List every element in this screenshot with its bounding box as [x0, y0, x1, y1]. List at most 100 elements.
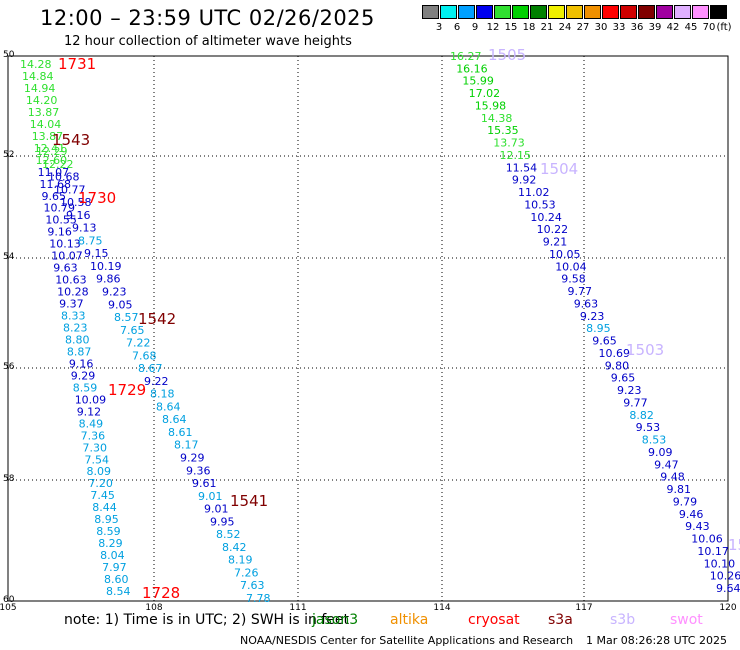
wave-height-value: 11.54: [506, 161, 538, 174]
wave-height-value: 12.15: [500, 149, 532, 162]
pass-time-label: 1729: [108, 381, 146, 399]
legend-swot: swot: [670, 612, 703, 628]
wave-height-value: 8.82: [629, 409, 654, 422]
wave-height-value: 7.65: [120, 324, 145, 337]
wave-height-value: 8.67: [138, 362, 163, 375]
pass-time-label: 1504: [540, 160, 578, 178]
wave-height-value: 9.01: [198, 490, 223, 503]
wave-height-value: 7.26: [234, 567, 259, 580]
map-title: 12:00 – 23:59 UTC 02/26/2025: [40, 6, 375, 30]
wave-height-value: 10.69: [599, 347, 631, 360]
longitude-label: 120: [719, 603, 737, 613]
wave-height-value: 13.73: [493, 137, 525, 150]
wave-height-value: 10.04: [555, 260, 587, 273]
wave-height-value: 7.45: [90, 489, 115, 502]
wave-height-value: 9.05: [108, 298, 133, 311]
wave-height-value: 14.28: [20, 58, 52, 71]
wave-height-value: 8.87: [67, 346, 92, 359]
wave-height-value: 7.63: [240, 579, 265, 592]
wave-height-value: 9.46: [679, 508, 704, 521]
scale-tick-label: 9: [471, 22, 479, 33]
wave-height-value: 7.36: [81, 429, 106, 442]
wave-height-value: 9.81: [667, 483, 692, 496]
wave-height-value: 9.86: [96, 273, 121, 286]
wave-height-value: 9.65: [592, 335, 617, 348]
wave-height-value: 10.22: [537, 223, 569, 236]
wave-height-value: 9.29: [180, 452, 205, 465]
footer-note: note: 1) Time is in UTC; 2) SWH is in fe…: [64, 612, 350, 628]
scale-tick-label: 21: [540, 22, 554, 33]
pass-time-label: 1505: [488, 46, 526, 64]
wave-height-value: 11.07: [38, 166, 70, 179]
scale-swatch: [674, 5, 691, 19]
wave-height-value: 9.53: [636, 421, 661, 434]
wave-height-value: 10.09: [75, 393, 107, 406]
pass-time-label: 1541: [230, 492, 268, 510]
scale-tick-label: 6: [453, 22, 461, 33]
scale-swatch: [602, 5, 619, 19]
wave-height-value: 9.15: [84, 247, 109, 260]
wave-height-value: 9.16: [47, 226, 72, 239]
wave-height-value: 9.37: [59, 298, 84, 311]
wave-height-value: 8.17: [174, 439, 199, 452]
wave-height-value: 9.77: [623, 396, 648, 409]
wave-height-value: 9.80: [605, 359, 630, 372]
latitude-label: 52: [3, 150, 15, 160]
legend-s3a: s3a: [548, 612, 573, 628]
wave-height-value: 8.44: [92, 501, 117, 514]
wave-height-value: 10.53: [524, 199, 556, 212]
wave-height-value: 9.13: [72, 222, 97, 235]
wave-height-value: 7.54: [85, 453, 110, 466]
scale-swatch: [476, 5, 493, 19]
wave-height-value: 10.19: [90, 260, 122, 273]
scale-tick-label: 24: [558, 22, 572, 33]
scale-tick-label: 42: [666, 22, 680, 33]
wave-height-value: 7.68: [132, 349, 157, 362]
scale-tick-label: 70: [702, 22, 716, 33]
wave-height-value: 12.41: [34, 142, 65, 155]
wave-height-value: 9.29: [71, 369, 96, 382]
wave-height-value: 10.17: [697, 545, 729, 558]
wave-height-value: 15.35: [487, 124, 518, 137]
legend-altika: altika: [390, 612, 429, 628]
wave-height-value: 8.54: [106, 585, 131, 598]
wave-height-value: 8.59: [96, 525, 121, 538]
wave-height-value: 7.97: [102, 561, 127, 574]
scale-tick-label: 15: [504, 22, 518, 33]
wave-height-value: 8.75: [78, 234, 103, 247]
scale-swatch: [584, 5, 601, 19]
pass-time-label: 1542: [138, 310, 176, 328]
latitude-label: 50: [3, 50, 15, 60]
latitude-label: 56: [3, 362, 15, 372]
wave-height-value: 17.02: [469, 87, 501, 100]
wave-height-value: 12.29: [36, 145, 68, 158]
wave-height-value: 15.99: [462, 75, 494, 88]
wave-height-value: 8.29: [98, 537, 123, 550]
wave-height-value: 7.30: [83, 441, 108, 454]
legend-jason3: jason3: [312, 612, 359, 628]
wave-height-value: 9.79: [673, 495, 698, 508]
scale-swatch: [530, 5, 547, 19]
scale-tick-label: (ft): [716, 22, 732, 33]
scale-tick-label: 36: [630, 22, 644, 33]
wave-height-value: 9.48: [660, 471, 685, 484]
scale-swatch: [638, 5, 655, 19]
wave-height-value: 9.47: [654, 458, 679, 471]
scale-tick-label: 3: [435, 22, 443, 33]
wave-height-value: 10.28: [57, 286, 89, 299]
wave-height-value: 8.80: [65, 334, 90, 347]
map-grid: [7, 55, 729, 602]
wave-height-value: 8.61: [168, 426, 193, 439]
wave-height-value: 10.06: [691, 533, 723, 546]
wave-height-value: 7.78: [246, 592, 271, 605]
wave-height-value: 9.65: [42, 190, 67, 203]
wave-height-value: 9.58: [561, 273, 586, 286]
wave-height-value: 9.23: [617, 384, 642, 397]
map-frame: [7, 55, 729, 602]
wave-height-value: 10.63: [55, 274, 86, 287]
wave-height-value: 9.63: [53, 262, 77, 275]
scale-swatch: [692, 5, 709, 19]
scale-tick-label: 33: [612, 22, 626, 33]
wave-height-value: 11.02: [518, 186, 550, 199]
wave-height-value: 9.63: [574, 297, 599, 310]
